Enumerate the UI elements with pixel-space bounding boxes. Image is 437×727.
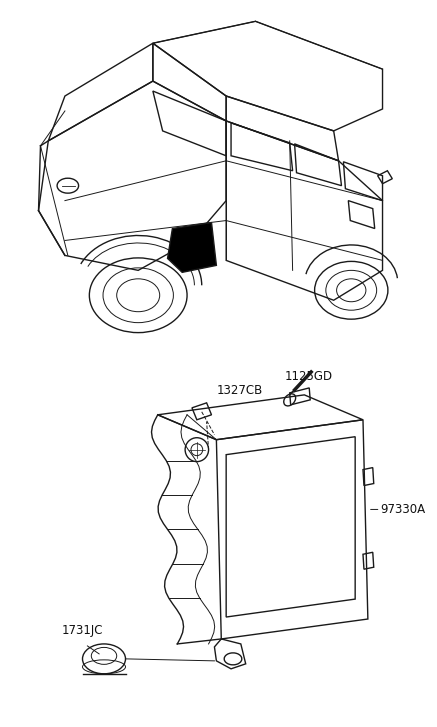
Text: 1731JC: 1731JC [62,624,104,637]
Text: 1125GD: 1125GD [285,370,333,383]
Polygon shape [167,222,216,273]
Text: 1327CB: 1327CB [216,384,263,397]
Text: 97330A: 97330A [381,503,426,516]
